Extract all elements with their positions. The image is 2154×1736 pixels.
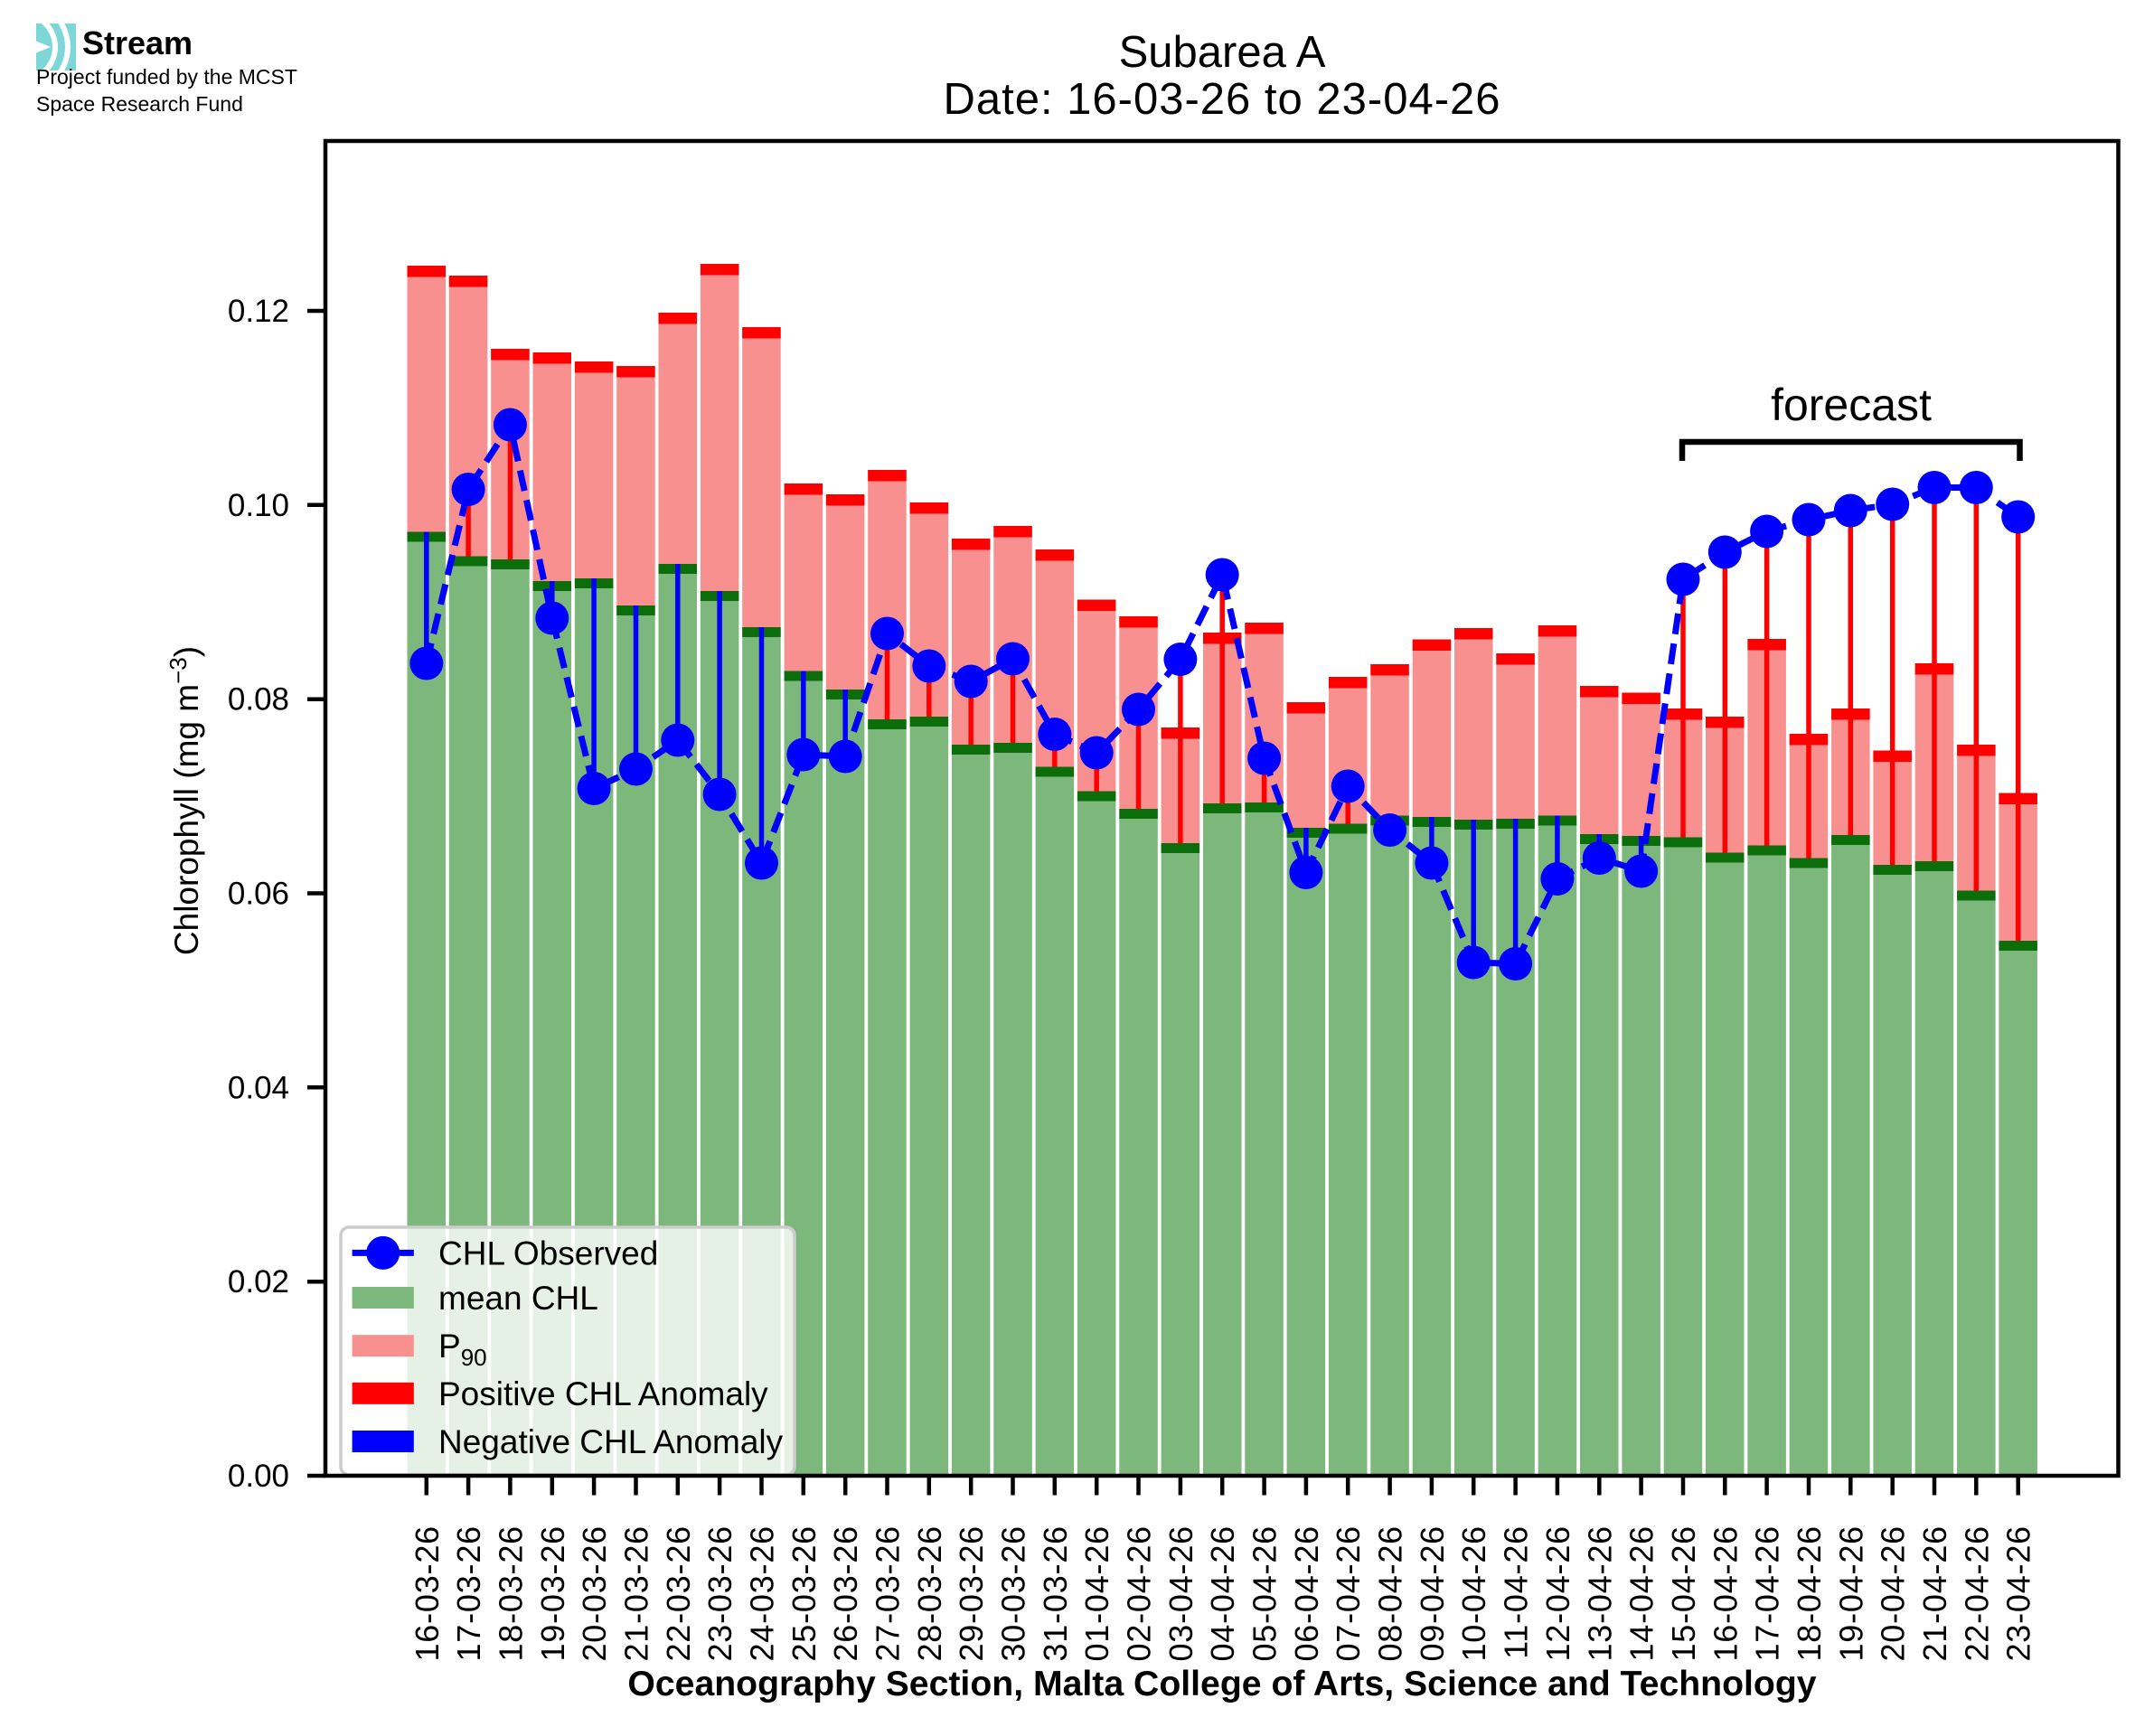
svg-text:0.08: 0.08 [228,682,289,718]
svg-text:forecast: forecast [1771,380,1932,430]
svg-text:11-04-26: 11-04-26 [1498,1525,1535,1659]
svg-text:20-03-26: 20-03-26 [576,1525,613,1662]
svg-text:Negative CHL Anomaly: Negative CHL Anomaly [438,1423,784,1460]
svg-text:0.00: 0.00 [228,1459,289,1494]
svg-text:16-04-26: 16-04-26 [1707,1525,1744,1662]
svg-text:0.02: 0.02 [228,1264,289,1300]
svg-text:24-03-26: 24-03-26 [744,1525,781,1662]
svg-text:17-04-26: 17-04-26 [1749,1525,1786,1662]
svg-text:27-03-26: 27-03-26 [870,1525,907,1662]
svg-text:12-04-26: 12-04-26 [1539,1525,1576,1662]
svg-text:15-04-26: 15-04-26 [1665,1525,1702,1662]
svg-text:Stream: Stream [82,24,193,61]
svg-text:17-03-26: 17-03-26 [450,1525,487,1662]
svg-text:26-03-26: 26-03-26 [827,1525,864,1662]
svg-text:07-04-26: 07-04-26 [1330,1525,1367,1662]
svg-text:Oceanography Section, Malta Co: Oceanography Section, Malta College of A… [627,1665,1816,1703]
svg-text:09-04-26: 09-04-26 [1414,1525,1451,1662]
svg-text:30-03-26: 30-03-26 [995,1525,1032,1662]
svg-text:10-04-26: 10-04-26 [1455,1525,1492,1662]
svg-text:23-04-26: 23-04-26 [2000,1525,2037,1662]
svg-text:Space Research Fund: Space Research Fund [36,92,243,116]
svg-text:03-04-26: 03-04-26 [1162,1525,1199,1662]
svg-text:28-03-26: 28-03-26 [911,1525,948,1662]
svg-text:Project funded by the MCST: Project funded by the MCST [36,65,297,89]
svg-text:21-03-26: 21-03-26 [618,1525,655,1662]
svg-text:mean CHL: mean CHL [438,1280,598,1317]
svg-text:22-04-26: 22-04-26 [1958,1525,1995,1662]
svg-text:16-03-26: 16-03-26 [409,1525,446,1662]
svg-text:0.06: 0.06 [228,877,289,912]
svg-text:20-04-26: 20-04-26 [1875,1525,1912,1662]
svg-text:13-04-26: 13-04-26 [1581,1525,1618,1662]
svg-text:14-04-26: 14-04-26 [1623,1525,1660,1662]
svg-text:01-04-26: 01-04-26 [1078,1525,1115,1662]
svg-text:19-03-26: 19-03-26 [534,1525,571,1662]
svg-text:18-04-26: 18-04-26 [1791,1525,1828,1662]
svg-text:0.10: 0.10 [228,488,289,523]
svg-text:18-03-26: 18-03-26 [492,1525,529,1662]
svg-text:05-04-26: 05-04-26 [1246,1525,1284,1662]
svg-text:23-03-26: 23-03-26 [701,1525,738,1662]
svg-text:08-04-26: 08-04-26 [1372,1525,1409,1662]
svg-text:0.12: 0.12 [228,294,289,329]
svg-text:19-04-26: 19-04-26 [1832,1525,1869,1662]
svg-text:21-04-26: 21-04-26 [1916,1525,1953,1662]
svg-text:Positive CHL Anomaly: Positive CHL Anomaly [438,1375,768,1412]
svg-text:04-04-26: 04-04-26 [1204,1525,1241,1662]
svg-text:31-03-26: 31-03-26 [1037,1525,1074,1662]
svg-text:22-03-26: 22-03-26 [660,1525,697,1662]
svg-text:Chlorophyll (mg m−3): Chlorophyll (mg m−3) [165,646,205,955]
svg-text:CHL Observed: CHL Observed [438,1234,658,1272]
svg-text:06-04-26: 06-04-26 [1288,1525,1325,1662]
svg-text:Date: 16-03-26 to 23-04-26: Date: 16-03-26 to 23-04-26 [943,75,1500,124]
svg-text:02-04-26: 02-04-26 [1121,1525,1158,1662]
svg-text:0.04: 0.04 [228,1070,289,1105]
svg-text:29-03-26: 29-03-26 [953,1525,990,1662]
svg-text:25-03-26: 25-03-26 [785,1525,823,1662]
svg-text:Subarea A: Subarea A [1119,28,1326,77]
